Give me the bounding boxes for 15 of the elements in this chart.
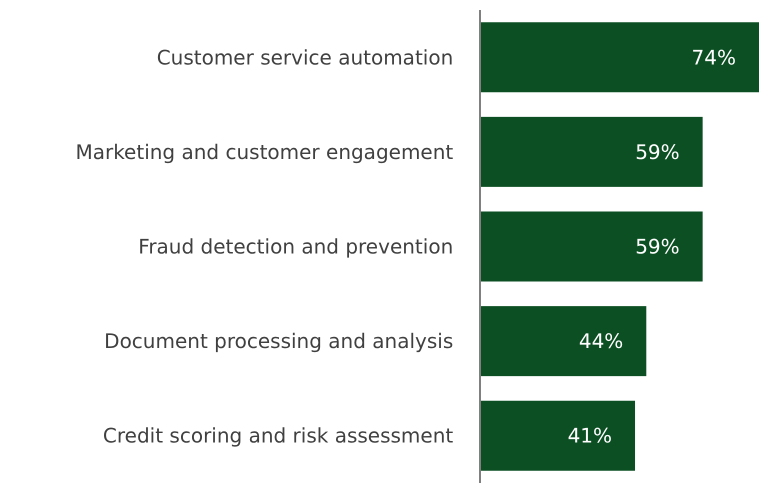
data-label: 59% — [635, 234, 700, 258]
bar — [481, 306, 646, 376]
data-label: 44% — [578, 329, 644, 354]
data-label: 74% — [692, 45, 756, 70]
y-tick-label: Customer service automation — [156, 45, 454, 70]
y-tick-label: Fraud detection and prevention — [138, 234, 454, 258]
bar — [481, 212, 703, 282]
bar — [481, 116, 703, 187]
y-tick-label: Credit scoring and risk assessment — [102, 424, 454, 448]
bar — [481, 22, 759, 92]
y-tick-label: Document processing and analysis — [104, 329, 454, 354]
bar — [481, 400, 636, 471]
data-label: 41% — [568, 424, 632, 448]
y-tick-label: Marketing and customer engagement — [75, 140, 454, 164]
data-label: 59% — [635, 140, 700, 164]
